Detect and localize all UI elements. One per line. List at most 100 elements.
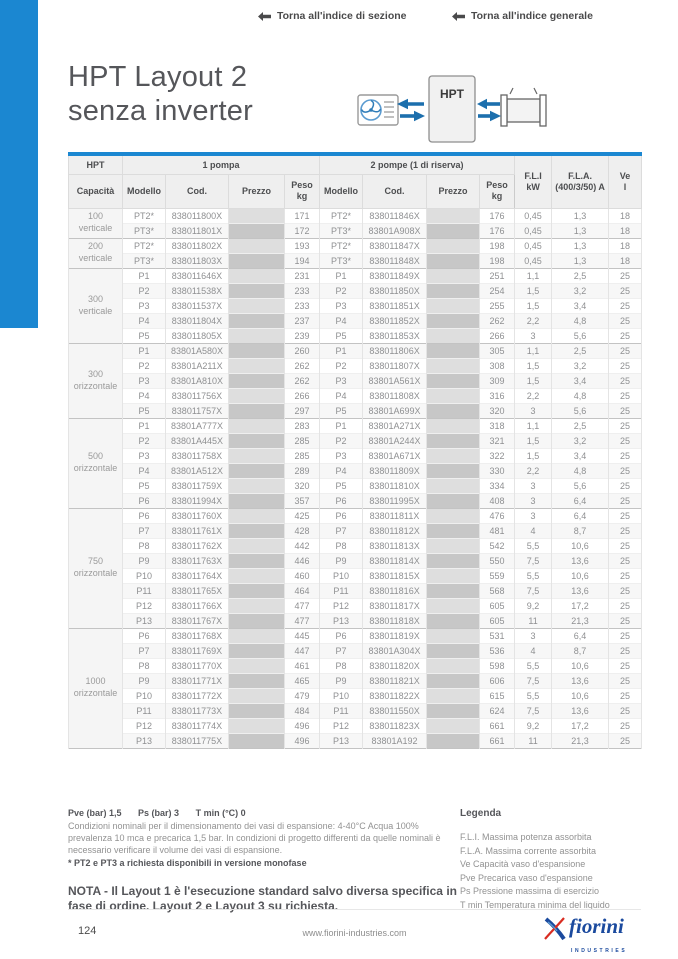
table-row: 300 verticale P1 838011646X 231 P1 838011849X 2…: [68, 267, 643, 343]
model-cell: P10: [319, 687, 364, 703]
model-cell: P6: [122, 627, 166, 643]
fli-cell: 4: [514, 642, 553, 658]
model-cell: P13: [122, 612, 166, 628]
code-cell: 838011810X: [362, 477, 428, 493]
fli-cell: 3: [514, 507, 553, 523]
code-cell: 838011809X: [362, 462, 428, 478]
code-cell: 838011801X: [165, 222, 229, 238]
nav-link-label: Torna all'indice di sezione: [277, 10, 407, 22]
model-cell: P7: [319, 642, 364, 658]
code-cell: 838011538X: [165, 282, 229, 298]
fli-cell: 0,45: [514, 237, 553, 253]
header-capacity: Capacità: [68, 173, 123, 209]
weight-cell: 309: [479, 372, 516, 388]
weight-cell: 461: [283, 657, 321, 673]
price-cell: [228, 627, 285, 643]
table-row: P4 838011804X 237 P4 838011852X 262 2,2 4,8 25: [69, 312, 643, 328]
ve-cell: 25: [608, 432, 643, 448]
code-cell: 838011846X: [362, 207, 428, 223]
code-cell: 83801A810X: [165, 372, 229, 388]
fli-cell: 3: [514, 327, 553, 343]
code-cell: 838011800X: [165, 207, 229, 223]
fli-cell: 11: [514, 732, 553, 748]
model-cell: PT3*: [319, 222, 364, 238]
weight-cell: 283: [283, 417, 321, 433]
table-row: P13 838011767X 477 P13 838011818X 605 11 21,3 25: [69, 612, 643, 628]
price-cell: [228, 672, 285, 688]
table-row: 1000 orizzontale P6 838011768X 445 P6 83801181…: [68, 627, 643, 748]
hpt-flow-diagram: HPT: [350, 66, 555, 157]
weight-cell: 254: [479, 282, 516, 298]
table-row: P13 838011775X 496 P13 83801A192 661 11 21,3 25: [69, 732, 643, 748]
page-number: 124: [78, 925, 97, 937]
price-cell: [426, 567, 481, 583]
code-cell: 83801A244X: [362, 432, 428, 448]
table-row: P11 838011765X 464 P11 838011816X 568 7,5 13,6 2…: [69, 582, 643, 598]
code-cell: 838011759X: [165, 477, 229, 493]
code-cell: 83801A271X: [362, 417, 428, 433]
model-cell: P6: [319, 627, 364, 643]
code-cell: 838011995X: [362, 492, 428, 508]
code-cell: 838011766X: [165, 597, 229, 613]
header-code: Cod.: [165, 173, 229, 209]
price-cell: [426, 237, 481, 253]
price-cell: [228, 582, 285, 598]
price-cell: [228, 477, 285, 493]
price-cell: [426, 522, 481, 538]
website-link[interactable]: www.fiorini-industries.com: [302, 928, 407, 938]
fli-cell: 5,5: [514, 567, 553, 583]
ve-cell: 25: [608, 522, 643, 538]
code-cell: 838011758X: [165, 447, 229, 463]
radiator-icon: [500, 87, 547, 127]
header-fla: F.L.A. (400/3/50) A: [551, 153, 610, 209]
capacity-cell: 300 orizzontale: [68, 342, 123, 418]
table-row: PT3* 838011801X 172 PT3* 83801A908X 176 0,45 1,…: [69, 222, 643, 238]
code-cell: 838011804X: [165, 312, 229, 328]
table-row: P5 838011759X 320 P5 838011810X 334 3 5,6 25: [69, 477, 643, 493]
price-cell: [228, 417, 285, 433]
fli-cell: 1,5: [514, 297, 553, 313]
model-cell: P6: [122, 507, 166, 523]
code-cell: 83801A512X: [165, 462, 229, 478]
code-cell: 838011767X: [165, 612, 229, 628]
code-cell: 83801A304X: [362, 642, 428, 658]
code-cell: 838011823X: [362, 717, 428, 733]
price-cell: [228, 702, 285, 718]
model-cell: P10: [319, 567, 364, 583]
price-cell: [228, 297, 285, 313]
weight-cell: 476: [479, 507, 516, 523]
ve-cell: 25: [608, 582, 643, 598]
weight-cell: 262: [479, 312, 516, 328]
nav-link-section-index[interactable]: Torna all'indice di sezione: [258, 10, 407, 22]
code-cell: 838011994X: [165, 492, 229, 508]
nav-link-general-index[interactable]: Torna all'indice generale: [452, 10, 593, 22]
ve-cell: 25: [608, 402, 643, 418]
ve-cell: 25: [608, 447, 643, 463]
weight-cell: 289: [283, 462, 321, 478]
table-row: P3 838011537X 233 P3 838011851X 255 1,5 3,4 25: [69, 297, 643, 313]
price-cell: [426, 477, 481, 493]
header-price: Prezzo: [228, 173, 285, 209]
header-price: Prezzo: [426, 173, 481, 209]
ve-cell: 25: [608, 462, 643, 478]
model-cell: P5: [319, 477, 364, 493]
model-cell: P2: [122, 357, 166, 373]
fli-cell: 1,5: [514, 372, 553, 388]
price-cell: [228, 357, 285, 373]
table-row: 300 orizzontale P1 83801A580X 260 P1 838011806…: [68, 342, 643, 418]
price-cell: [426, 507, 481, 523]
weight-cell: 320: [479, 402, 516, 418]
weight-cell: 484: [283, 702, 321, 718]
price-cell: [426, 537, 481, 553]
ve-cell: 25: [608, 627, 643, 643]
weight-cell: 559: [479, 567, 516, 583]
price-cell: [228, 657, 285, 673]
note-tmin: T min (°C) 0: [195, 808, 246, 818]
fla-cell: 2,5: [551, 267, 610, 283]
fla-cell: 10,6: [551, 537, 610, 553]
model-cell: P4: [319, 387, 364, 403]
ve-cell: 18: [608, 222, 643, 238]
price-cell: [228, 492, 285, 508]
ve-cell: 25: [608, 342, 643, 358]
price-cell: [228, 327, 285, 343]
